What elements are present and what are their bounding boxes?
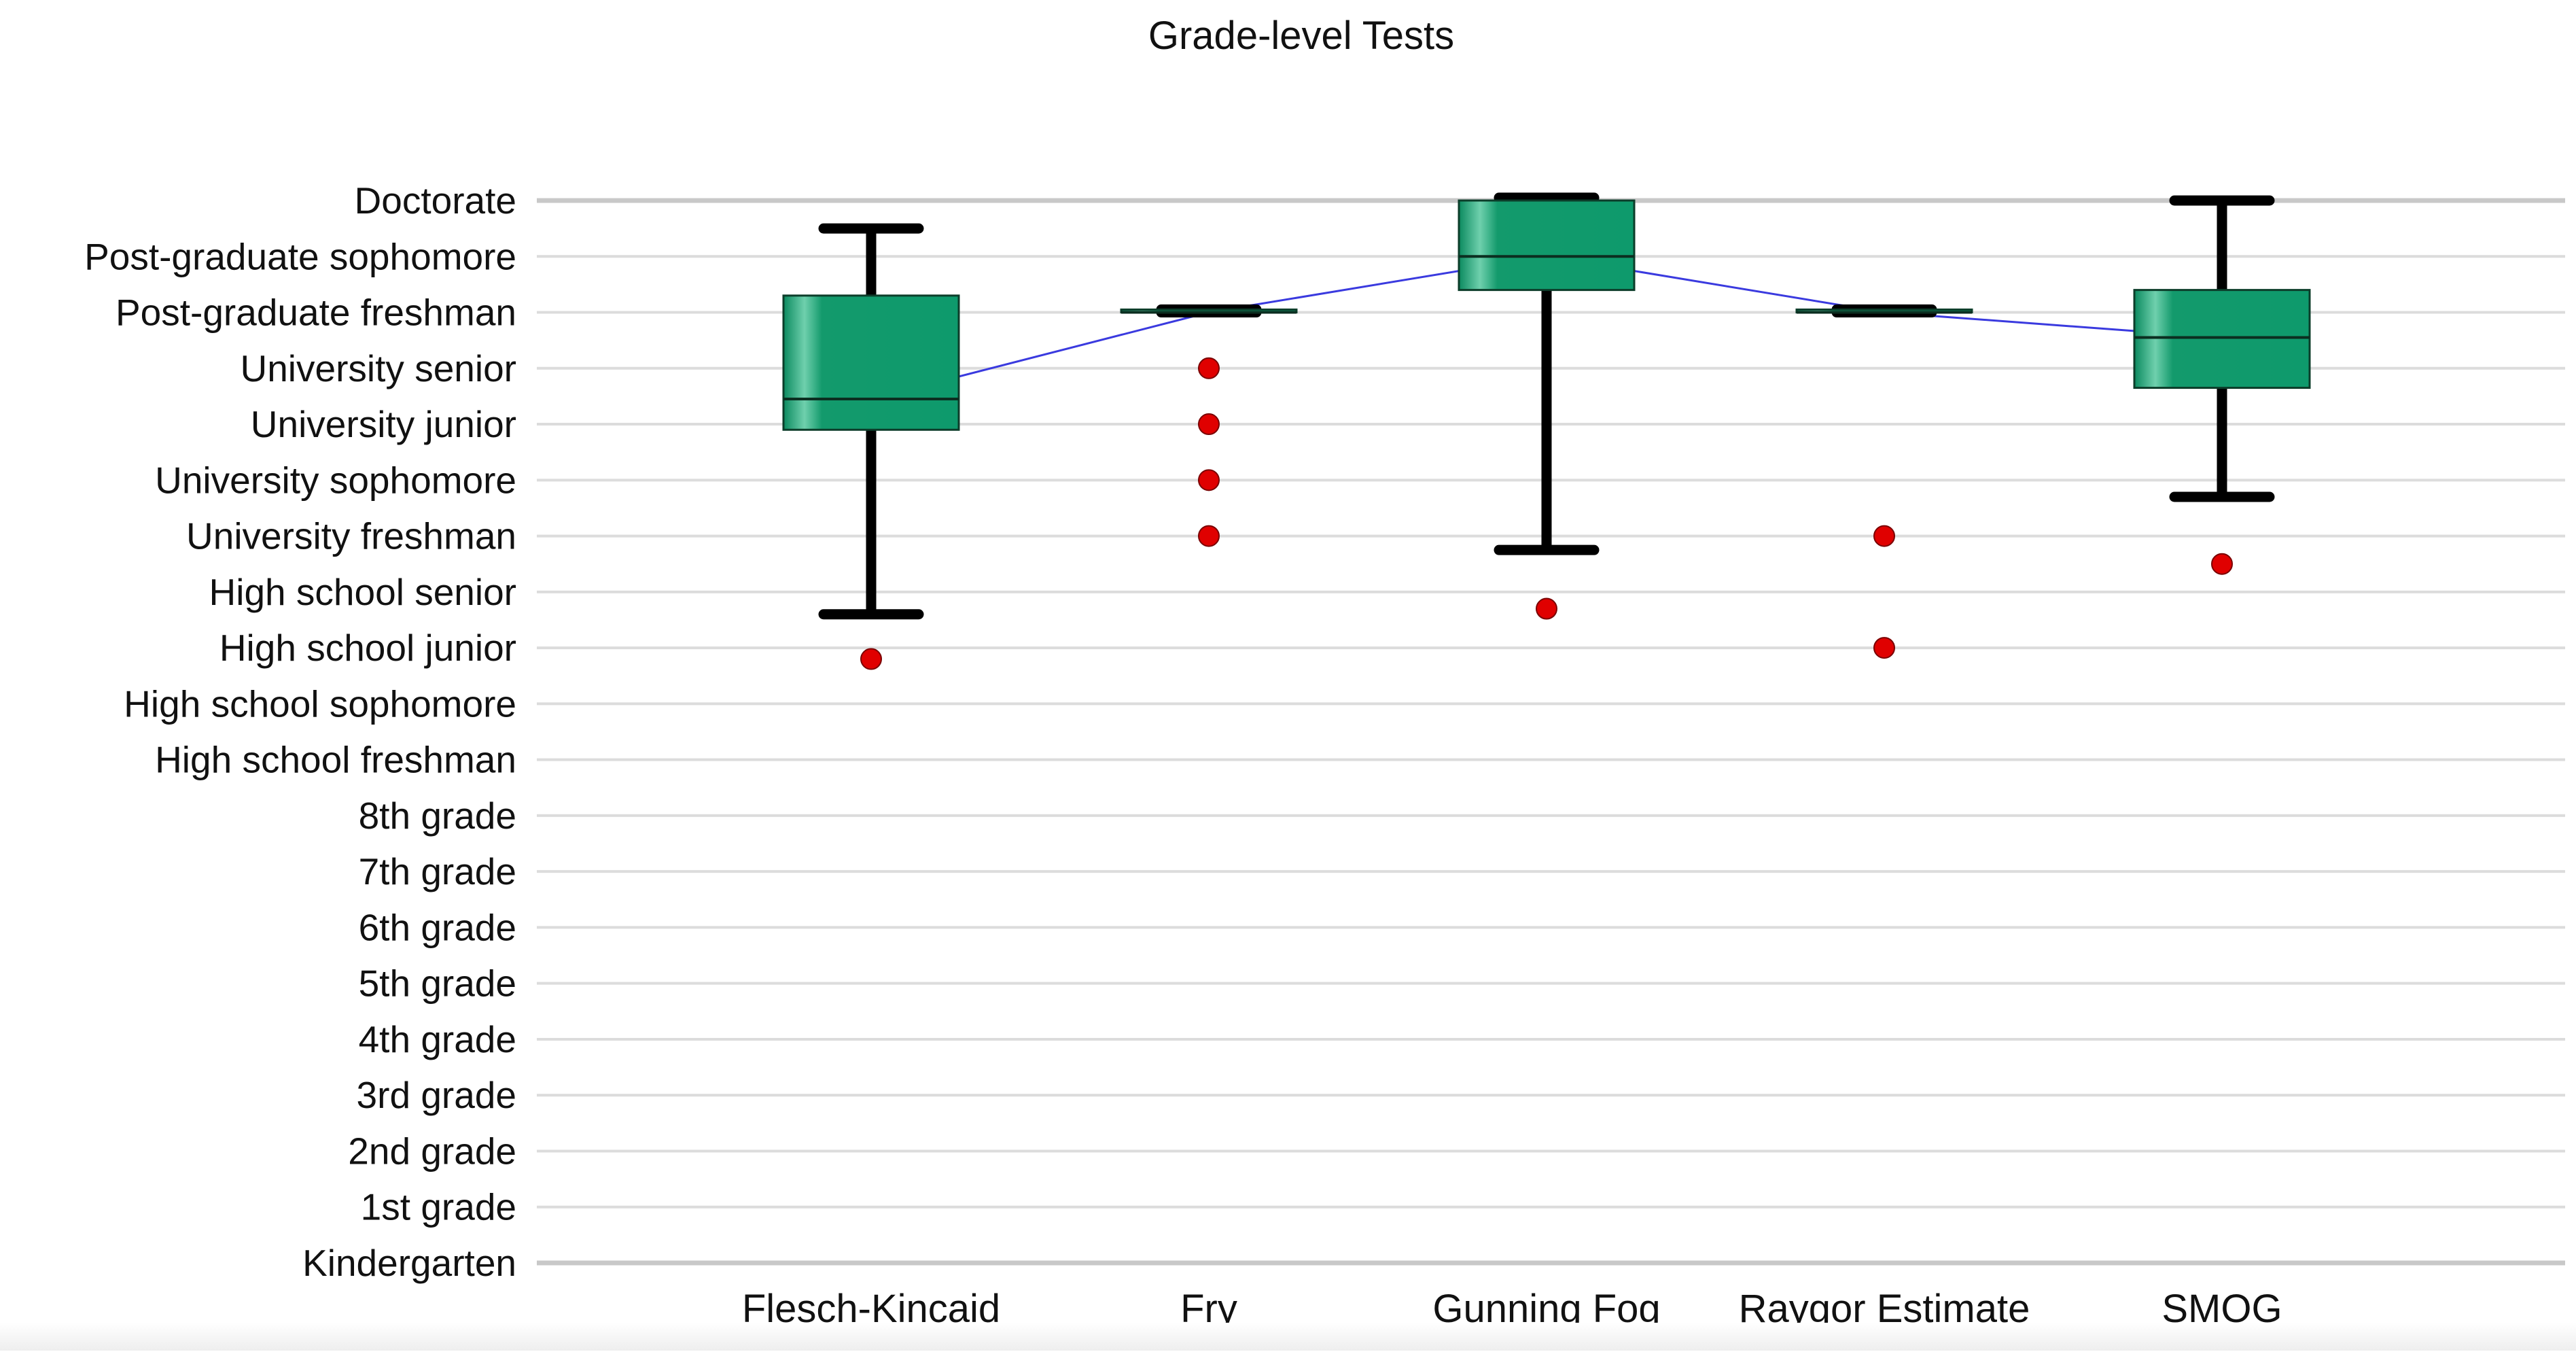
chart-title: Grade-level Tests — [1148, 14, 1454, 58]
outlier-point — [1536, 597, 1557, 620]
y-tick-label: High school freshman — [155, 739, 516, 781]
box-plot-group — [1795, 304, 1973, 659]
box-plot-group — [2133, 195, 2311, 575]
outlier-point — [1873, 525, 1895, 547]
outlier-point — [1198, 357, 1220, 379]
outlier-point — [1873, 637, 1895, 659]
y-tick-label: University senior — [240, 347, 516, 389]
bottom-shade — [0, 1323, 2576, 1351]
outlier-point — [1198, 469, 1220, 491]
y-tick-label: 6th grade — [359, 906, 516, 948]
outlier-point — [1198, 413, 1220, 436]
y-tick-label: 8th grade — [359, 795, 516, 837]
outlier-point — [860, 648, 882, 670]
y-tick-label: Post-graduate sophomore — [84, 235, 516, 277]
outlier-point — [2211, 553, 2233, 575]
box-plots — [782, 192, 2311, 670]
y-tick-label: 2nd grade — [348, 1130, 516, 1172]
iqr-box — [2133, 289, 2311, 389]
y-tick-label: 4th grade — [359, 1018, 516, 1060]
outlier-point — [1198, 525, 1220, 547]
y-tick-label: 5th grade — [359, 962, 516, 1005]
y-tick-label: Doctorate — [355, 179, 516, 222]
box-plot-group — [1458, 192, 1636, 620]
y-tick-label: High school sophomore — [124, 682, 516, 725]
y-tick-label: 3rd grade — [357, 1074, 516, 1116]
iqr-box — [1458, 199, 1636, 292]
y-tick-label: High school junior — [219, 627, 516, 669]
y-tick-label: University sophomore — [155, 459, 516, 501]
y-tick-label: Post-graduate freshman — [116, 292, 516, 334]
y-tick-label: 7th grade — [359, 850, 516, 892]
y-tick-label: University freshman — [186, 515, 516, 557]
y-tick-label: 1st grade — [361, 1186, 516, 1228]
y-tick-label: University junior — [251, 403, 516, 445]
iqr-box — [782, 294, 960, 431]
y-tick-label: High school senior — [209, 571, 516, 613]
box-plot-group — [1120, 304, 1298, 547]
y-tick-label: Kindergarten — [302, 1242, 516, 1284]
box-plot-group — [782, 223, 960, 670]
y-axis-tick-labels: Kindergarten 1st grade 2nd grade 3rd grade 4… — [84, 179, 516, 1284]
